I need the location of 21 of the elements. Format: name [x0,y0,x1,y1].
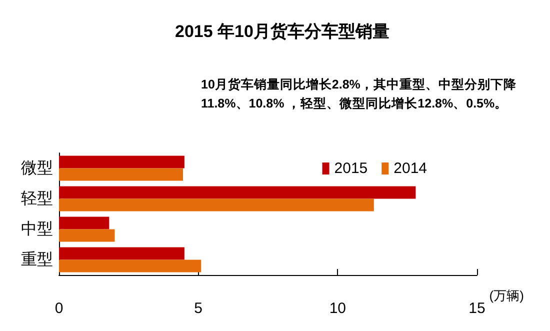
text: 10月货车销量同比增长2.8%，其中重型、中型分别下降11.8%、10.8% ，轻型、微型同比增长12.8%、0.5%。 [201,76,518,110]
legend-label: 2014 [394,160,428,177]
x-tick-label: 10 [329,300,346,317]
x-tick-label: 15 [468,300,486,317]
y-tick-label: 轻型 [21,190,53,208]
y-tick-label: 微型 [21,160,53,177]
x-axis-title: (万辆) [489,288,524,303]
bar [59,186,416,199]
bar [59,247,184,260]
bar [59,260,202,272]
x-tick-label: 5 [194,300,203,317]
y-tick-label: 中型 [21,220,53,238]
bar [59,168,184,181]
bar [59,198,374,212]
chart-title: 2015 年10月货车分车型销量 [175,22,390,41]
legend-label: 2015 [334,160,368,177]
x-tick-label: 0 [54,300,64,317]
bar [59,216,110,230]
bar [59,156,184,168]
y-tick-label: 重型 [21,250,53,268]
bar [59,229,115,242]
